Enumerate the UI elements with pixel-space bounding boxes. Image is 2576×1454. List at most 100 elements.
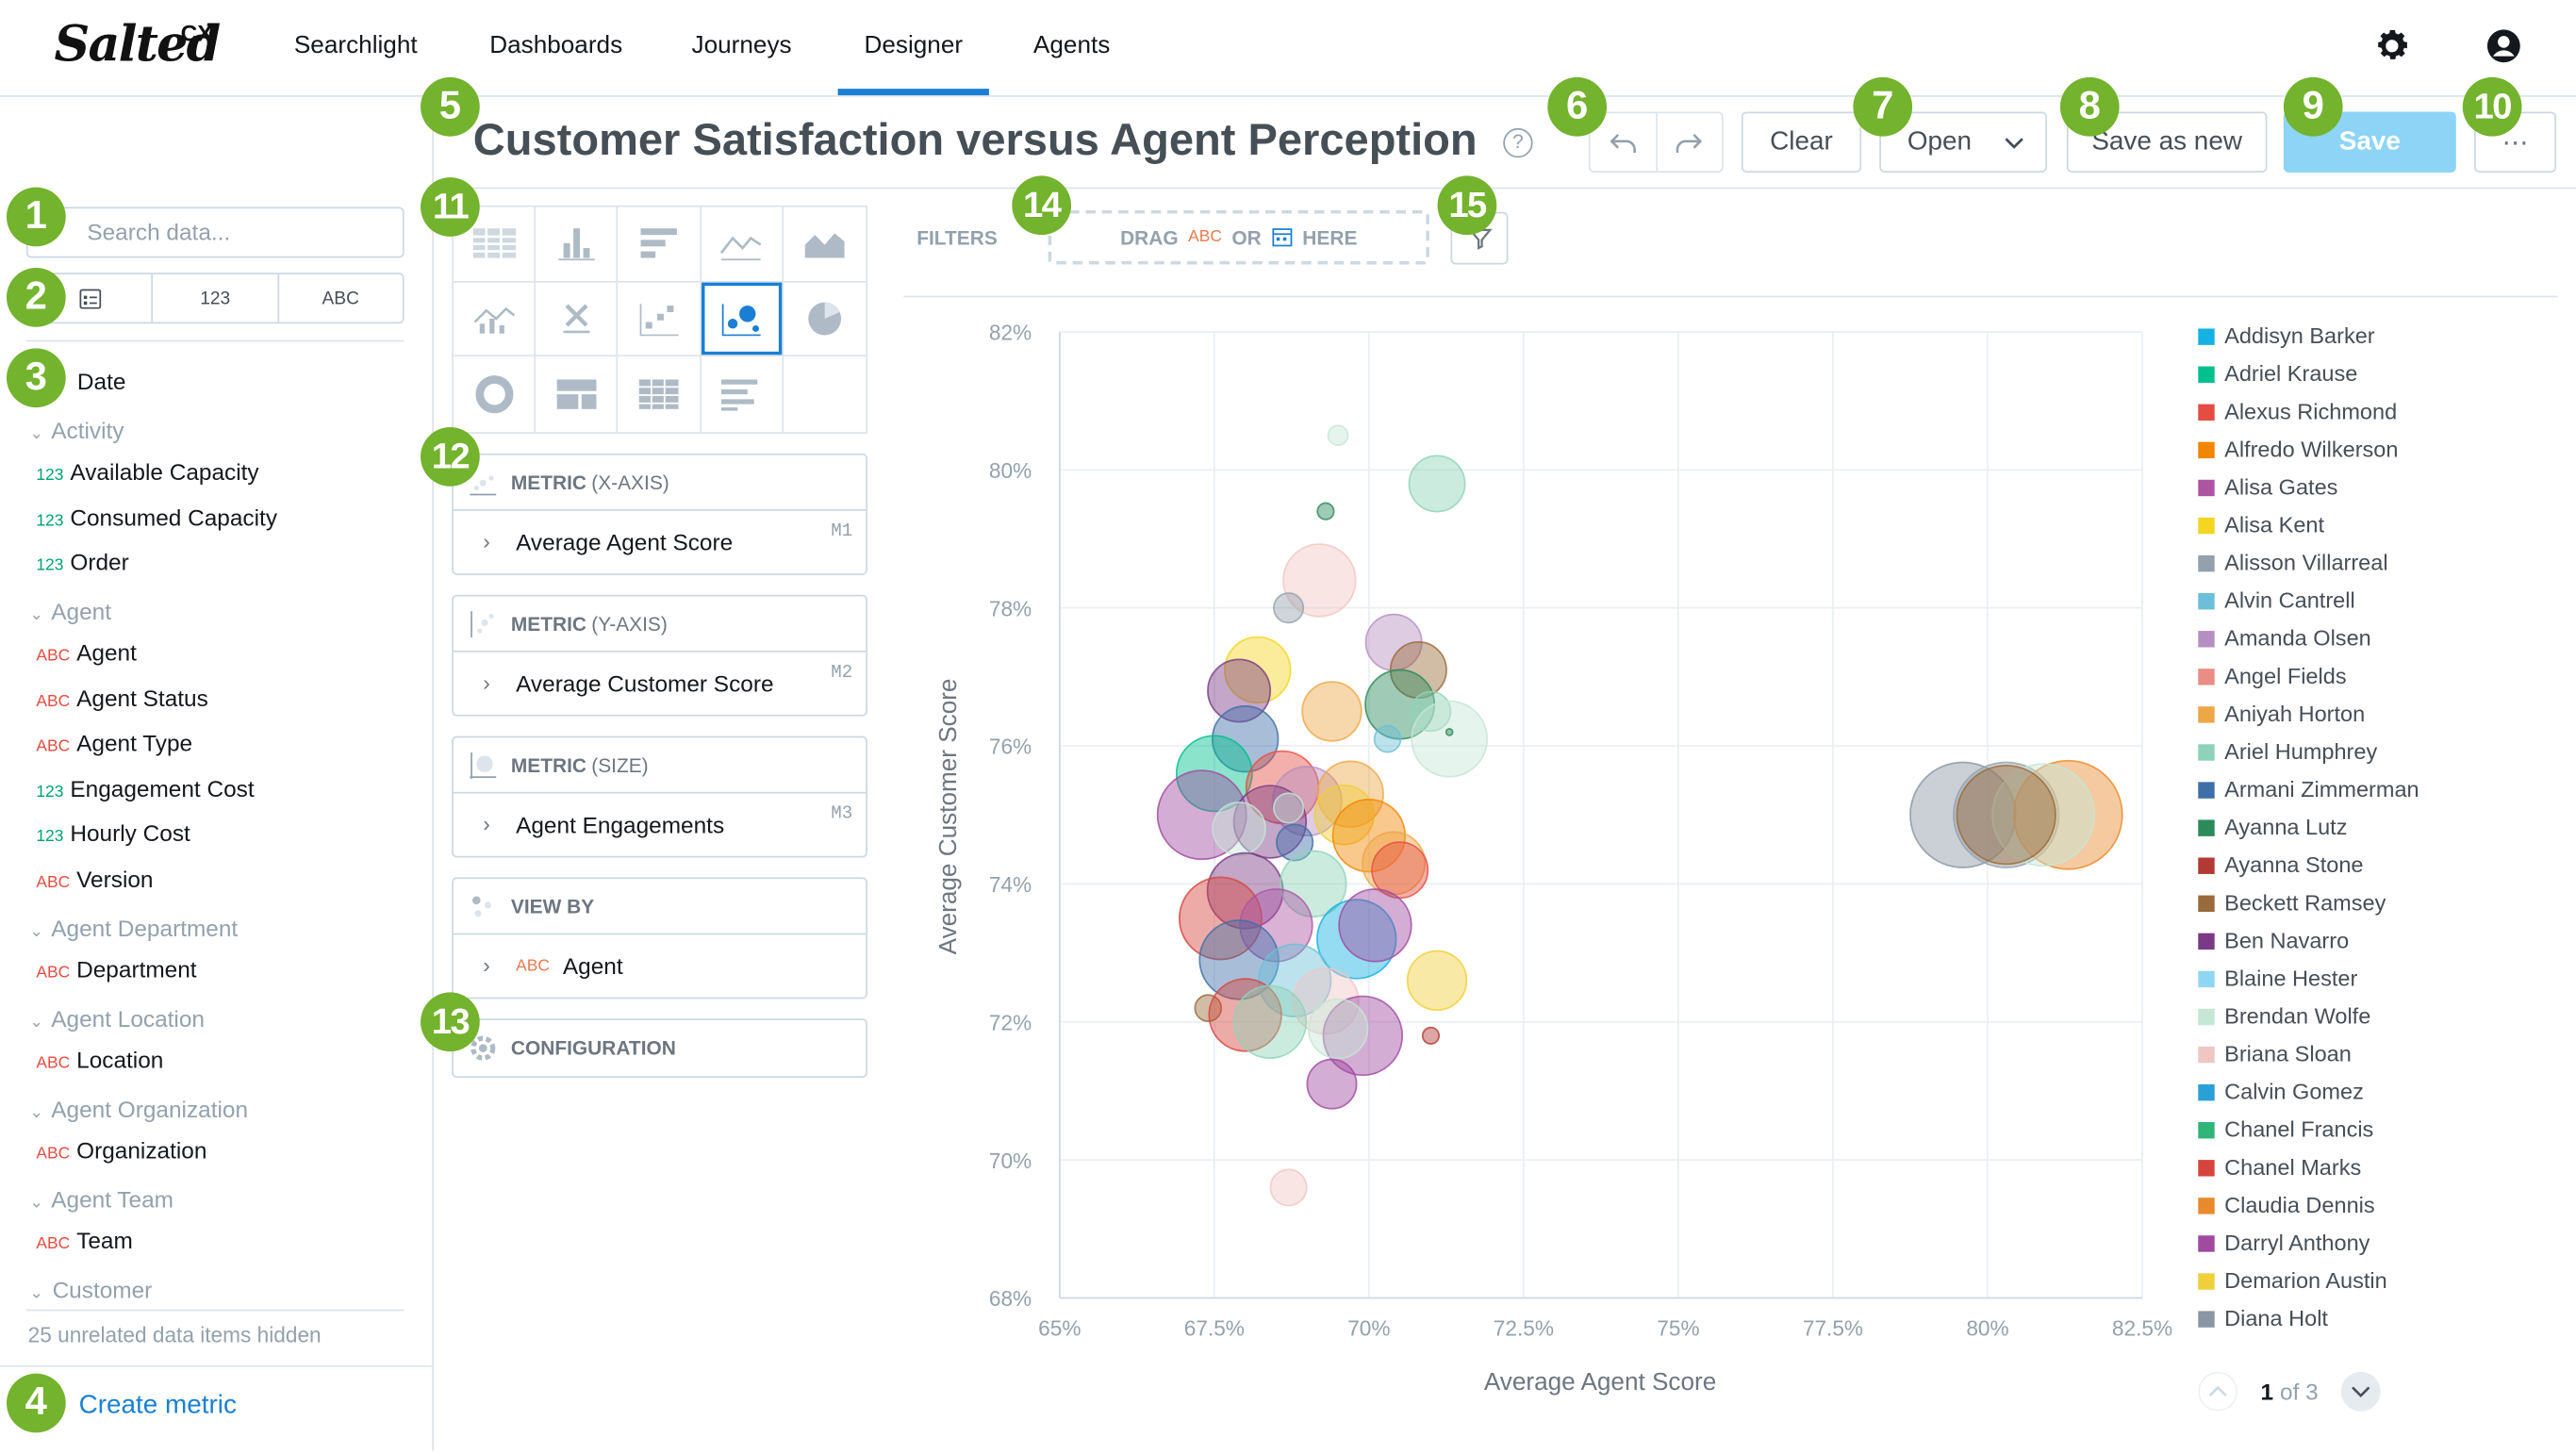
catalog-item[interactable]: 123 Available Capacity	[36, 458, 258, 485]
bucket-configuration[interactable]: CONFIGURATION	[452, 1018, 867, 1078]
legend-item[interactable]: Addisyn Barker	[2198, 317, 2559, 355]
catalog-group-customer[interactable]: ⌄ Customer	[29, 1277, 152, 1303]
nav-searchlight[interactable]: Searchlight	[293, 31, 418, 59]
bubble-point[interactable]	[1175, 735, 1253, 813]
bubble-point[interactable]	[2012, 759, 2123, 870]
bubble-point[interactable]	[1271, 766, 1343, 837]
nav-journeys[interactable]: Journeys	[691, 31, 792, 59]
filter-drop-zone[interactable]: DRAG ABC OR HERE	[1048, 210, 1429, 265]
redo-icon[interactable]	[1657, 113, 1722, 171]
bubble-point[interactable]	[1224, 636, 1292, 704]
catalog-group-agent-department[interactable]: ⌄ Agent Department	[29, 915, 238, 941]
bubble-point[interactable]	[1280, 850, 1347, 918]
bubble-point[interactable]	[1307, 998, 1369, 1060]
catalog-item[interactable]: ABC Team	[36, 1228, 132, 1254]
legend-item[interactable]: Diana Holt	[2198, 1299, 2559, 1337]
legend-item[interactable]: Alisa Gates	[2198, 469, 2559, 506]
catalog-item-date[interactable]: Date	[76, 368, 126, 395]
catalog-item[interactable]: ABC Agent Status	[36, 686, 207, 712]
heatmap-chart-icon[interactable]	[619, 356, 702, 433]
catalog-item[interactable]: ABC Location	[36, 1047, 163, 1073]
bubble-point[interactable]	[1178, 876, 1263, 961]
chevron-right-icon[interactable]: ›	[483, 529, 490, 554]
table-chart-icon[interactable]	[453, 207, 537, 283]
bubble-point[interactable]	[1282, 543, 1357, 618]
bubble-point[interactable]	[1269, 1168, 1308, 1207]
catalog-item[interactable]: 123 Order	[36, 549, 128, 575]
insight-title[interactable]: Customer Satisfaction versus Agent Perce…	[472, 114, 1478, 165]
bubble-point[interactable]	[1316, 899, 1397, 980]
clear-button[interactable]: Clear	[1741, 111, 1862, 173]
legend-item[interactable]: Ayanna Lutz	[2198, 808, 2559, 846]
bubble-point[interactable]	[1206, 851, 1284, 930]
bullet-chart-icon[interactable]	[701, 356, 784, 433]
bubble-point[interactable]	[1322, 995, 1403, 1077]
type-filter-numbers[interactable]: 123	[154, 273, 279, 322]
bubble-point[interactable]	[1389, 641, 1447, 700]
bubble-point[interactable]	[1991, 763, 2095, 867]
bubble-point[interactable]	[1273, 592, 1305, 624]
bubble-point[interactable]	[1421, 1026, 1441, 1045]
catalog-item[interactable]: 123 Hourly Cost	[36, 819, 190, 846]
bubble-point[interactable]	[1273, 792, 1305, 824]
legend-item[interactable]: Claudia Dennis	[2198, 1186, 2559, 1224]
chevron-right-icon[interactable]: ›	[483, 669, 490, 696]
legend-item[interactable]: Calvin Gomez	[2198, 1073, 2559, 1111]
bubble-point[interactable]	[1316, 502, 1335, 520]
bucket-item[interactable]: › Average Agent Score M1	[454, 511, 866, 573]
catalog-item[interactable]: ABC Department	[36, 956, 196, 983]
legend-item[interactable]: Adriel Krause	[2198, 355, 2559, 392]
bubble-point[interactable]	[1445, 728, 1454, 736]
catalog-group-agent-team[interactable]: ⌄ Agent Team	[29, 1186, 173, 1213]
donut-chart-icon[interactable]	[454, 356, 537, 433]
bubble-point[interactable]	[1301, 681, 1362, 742]
help-icon[interactable]: ?	[1503, 127, 1533, 158]
bubble-point[interactable]	[1338, 888, 1412, 963]
type-filter-text[interactable]: ABC	[322, 288, 359, 308]
legend-item[interactable]: Beckett Ramsey	[2198, 884, 2559, 921]
catalog-item[interactable]: 123 Consumed Capacity	[36, 504, 277, 531]
bar-chart-icon[interactable]	[618, 207, 702, 283]
legend-item[interactable]: Brendan Wolfe	[2198, 998, 2559, 1035]
catalog-item[interactable]: 123 Engagement Cost	[36, 775, 254, 801]
bubble-point[interactable]	[1276, 823, 1314, 862]
bubble-point[interactable]	[1232, 984, 1308, 1059]
legend-item[interactable]: Aniyah Horton	[2198, 695, 2559, 733]
bubble-point[interactable]	[1953, 761, 2060, 868]
column-chart-icon[interactable]	[536, 207, 619, 283]
legend-item[interactable]: Blaine Hester	[2198, 960, 2559, 998]
type-filter-date[interactable]	[28, 273, 154, 322]
legend-item[interactable]: Chanel Marks	[2198, 1148, 2559, 1186]
chevron-up-icon[interactable]	[2198, 1371, 2238, 1412]
create-metric-link[interactable]: Create metric	[78, 1391, 237, 1420]
bubble-point[interactable]	[1411, 700, 1489, 778]
area-chart-icon[interactable]	[783, 207, 867, 283]
catalog-group-agent[interactable]: ⌄ Agent	[29, 598, 111, 624]
bubble-point[interactable]	[1408, 454, 1466, 513]
legend-item[interactable]: Demarion Austin	[2198, 1262, 2559, 1299]
legend-item[interactable]: Alisson Villarreal	[2198, 544, 2559, 582]
logo[interactable]: Salted	[54, 16, 221, 74]
legend-item[interactable]: Amanda Olsen	[2198, 620, 2559, 657]
bubble-chart-icon[interactable]	[701, 282, 784, 357]
legend-item[interactable]: Ayanna Stone	[2198, 846, 2559, 884]
bubble-point[interactable]	[1207, 658, 1272, 723]
headline-chart-icon[interactable]	[536, 282, 619, 357]
catalog-group-agent-organization[interactable]: ⌄ Agent Organization	[29, 1096, 248, 1122]
nav-designer[interactable]: Designer	[864, 31, 964, 59]
legend-item[interactable]: Alexus Richmond	[2198, 392, 2559, 430]
nav-agents[interactable]: Agents	[1032, 31, 1111, 59]
legend-item[interactable]: Chanel Francis	[2198, 1111, 2559, 1148]
pie-chart-icon[interactable]	[783, 282, 867, 357]
catalog-item[interactable]: ABC Agent	[36, 639, 137, 666]
legend-item[interactable]: Alisa Kent	[2198, 506, 2559, 544]
line-chart-icon[interactable]	[701, 207, 784, 283]
bubble-point[interactable]	[1373, 724, 1402, 753]
catalog-item[interactable]: ABC Version	[36, 866, 153, 892]
user-account-icon[interactable]	[2484, 26, 2523, 66]
bubble-point[interactable]	[1327, 424, 1349, 447]
legend-item[interactable]: Alvin Cantrell	[2198, 582, 2559, 620]
legend-item[interactable]: Briana Sloan	[2198, 1035, 2559, 1073]
legend-item[interactable]: Angel Fields	[2198, 657, 2559, 695]
bubble-point[interactable]	[1956, 765, 2056, 866]
